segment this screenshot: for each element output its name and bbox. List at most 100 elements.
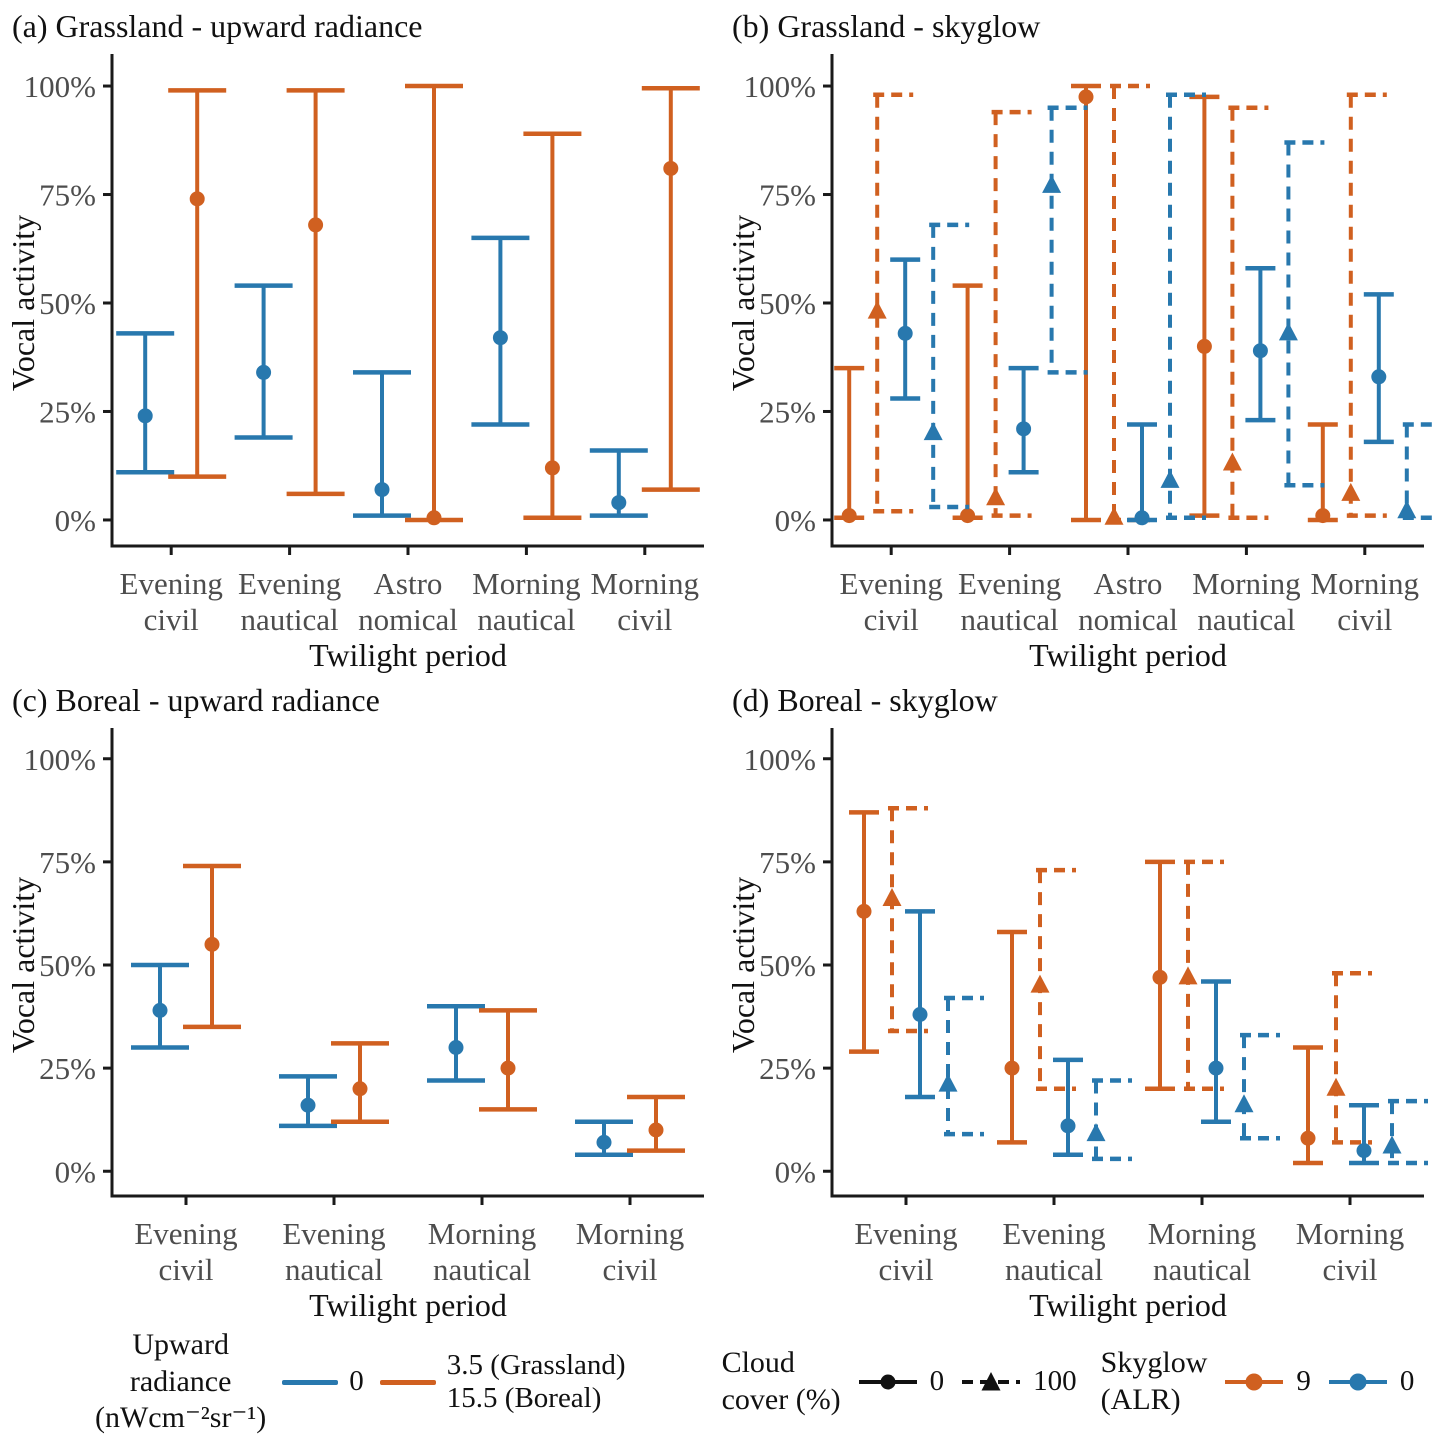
point-marker bbox=[492, 330, 508, 346]
point-marker bbox=[1016, 421, 1032, 437]
x-tick-label: Evening nautical bbox=[238, 566, 341, 637]
y-tick-label: 50% bbox=[759, 286, 816, 321]
y-tick-label: 0% bbox=[775, 1154, 816, 1189]
point-marker bbox=[841, 508, 857, 524]
y-tick-label: 0% bbox=[55, 503, 96, 538]
point-marker bbox=[137, 408, 153, 424]
point-marker bbox=[256, 364, 272, 380]
y-tick-label: 0% bbox=[55, 1154, 96, 1189]
panel-b-title: (b) Grassland - skyglow bbox=[732, 8, 1041, 44]
point-marker bbox=[152, 1002, 168, 1018]
point-marker bbox=[189, 191, 205, 207]
panel-a: (a) Grassland - upward radiance 0% 25% 50%… bbox=[0, 0, 720, 674]
point-marker bbox=[1060, 1118, 1076, 1134]
solid-line-circle-sample bbox=[858, 1374, 917, 1390]
x-tick-label: Evening civil bbox=[840, 566, 943, 637]
point-marker bbox=[1078, 89, 1094, 105]
point-marker bbox=[1278, 322, 1298, 341]
point-marker bbox=[882, 888, 902, 906]
point-marker bbox=[1196, 338, 1212, 354]
point-marker bbox=[611, 495, 627, 511]
point-marker bbox=[1326, 1077, 1346, 1096]
point-marker bbox=[1222, 452, 1242, 471]
legend-radiance-title-line1: Upward bbox=[132, 1328, 229, 1362]
legend-entry-cloud-0-label: 0 bbox=[929, 1365, 945, 1398]
point-marker bbox=[1004, 1060, 1020, 1076]
legend-skyglow-title-line1: Skyglow bbox=[1100, 1346, 1208, 1380]
panel-d: (d) Boreal - skyglow 0% 25% 50% 75% 100% Even… bbox=[720, 674, 1440, 1324]
point-marker bbox=[1382, 1135, 1402, 1154]
legend-radiance-title-line3: (nWcm⁻²sr⁻¹) bbox=[95, 1401, 267, 1435]
orange-line-sample bbox=[379, 1379, 436, 1385]
y-tick-label: 100% bbox=[24, 69, 96, 104]
point-marker bbox=[912, 1007, 928, 1022]
y-tick-label: 50% bbox=[39, 948, 96, 983]
point-marker bbox=[1371, 369, 1387, 385]
legend-entry-radiance-high: 3.5 (Grassland) 15.5 (Boreal) bbox=[379, 1349, 626, 1416]
point-marker bbox=[1030, 974, 1050, 993]
y-tick-label: 75% bbox=[39, 178, 96, 213]
x-tick-label: Evening nautical bbox=[282, 1216, 385, 1287]
x-tick-label: Morning civil bbox=[1311, 566, 1420, 637]
x-axis-label: Twilight period bbox=[1029, 1287, 1227, 1323]
point-marker bbox=[648, 1122, 664, 1138]
legend-radiance-title-line2: radiance bbox=[129, 1364, 232, 1398]
panel-b-series-skyglow-0-cloud-cover-0 bbox=[890, 257, 1394, 526]
point-marker bbox=[1160, 469, 1180, 488]
legend-cloud-cover: Cloud cover (%) 0 100 bbox=[722, 1345, 1077, 1418]
y-tick-label: 100% bbox=[24, 742, 96, 777]
x-tick-label: Evening nautical bbox=[958, 566, 1061, 637]
panel-d-title: (d) Boreal - skyglow bbox=[732, 682, 998, 718]
legend-upward-radiance-title: Upward radiance (nWcm⁻²sr⁻¹) bbox=[95, 1327, 266, 1437]
point-marker bbox=[448, 1040, 464, 1055]
panel-d-series-skyglow-0-cloud-cover-100 bbox=[938, 995, 1428, 1166]
x-tick-label: Morning civil bbox=[591, 566, 700, 637]
y-tick-label: 75% bbox=[759, 178, 816, 213]
point-marker bbox=[1356, 1143, 1372, 1159]
y-tick-label: 50% bbox=[759, 948, 816, 983]
legend-entry-cloud-100-label: 100 bbox=[1033, 1365, 1077, 1398]
point-marker bbox=[923, 422, 943, 441]
legend-entry-cloud-100: 100 bbox=[960, 1365, 1077, 1398]
legend-entry-radiance-0: 0 bbox=[282, 1365, 364, 1398]
y-axis-label: Vocal activity bbox=[5, 215, 41, 391]
y-tick-label: 25% bbox=[759, 394, 816, 429]
panel-a-title: (a) Grassland - upward radiance bbox=[12, 8, 423, 44]
point-marker bbox=[938, 1073, 958, 1092]
point-marker bbox=[1300, 1130, 1316, 1146]
x-tick-label: Evening nautical bbox=[1002, 1216, 1105, 1287]
y-tick-label: 25% bbox=[759, 1051, 816, 1086]
legend-upward-radiance: Upward radiance (nWcm⁻²sr⁻¹) 0 3.5 (Gras… bbox=[95, 1327, 626, 1437]
legend-cloud-title-line1: Cloud bbox=[721, 1346, 795, 1380]
point-marker bbox=[1042, 174, 1062, 193]
point-marker bbox=[1086, 1123, 1106, 1142]
legend-entry-skyglow-9: 9 bbox=[1223, 1365, 1311, 1398]
legend-skyglow: Skyglow (ALR) 9 0 bbox=[1101, 1345, 1415, 1418]
point-marker bbox=[1178, 966, 1198, 985]
legend-entry-skyglow-9-label: 9 bbox=[1296, 1365, 1311, 1398]
point-marker bbox=[856, 903, 872, 919]
panel-d-series-skyglow-9-cloud-cover-0 bbox=[849, 810, 1323, 1166]
x-axis-label: Twilight period bbox=[309, 637, 507, 673]
point-marker bbox=[986, 487, 1006, 506]
legend-entry-radiance-0-label: 0 bbox=[349, 1365, 364, 1398]
legend-entry-cloud-0: 0 bbox=[857, 1365, 945, 1398]
point-marker bbox=[352, 1081, 368, 1097]
x-tick-label: Morning civil bbox=[1296, 1216, 1405, 1287]
point-marker bbox=[1134, 510, 1150, 526]
y-axis-label: Vocal activity bbox=[725, 215, 761, 391]
point-marker bbox=[867, 300, 887, 319]
panel-d-axes: 0% 25% 50% 75% 100% Evening civil Evening nautic… bbox=[744, 728, 1424, 1287]
panel-c-axes: 0% 25% 50% 75% 100% Evening civil Evening nautic… bbox=[24, 728, 704, 1287]
point-marker bbox=[1341, 482, 1361, 501]
x-tick-label: Morning nautical bbox=[472, 566, 581, 637]
point-marker bbox=[1208, 1060, 1224, 1076]
point-marker bbox=[897, 325, 913, 341]
point-marker bbox=[1315, 508, 1331, 524]
legend-entry-skyglow-0-label: 0 bbox=[1399, 1365, 1415, 1398]
y-tick-label: 100% bbox=[744, 69, 816, 104]
y-tick-label: 75% bbox=[759, 845, 816, 880]
